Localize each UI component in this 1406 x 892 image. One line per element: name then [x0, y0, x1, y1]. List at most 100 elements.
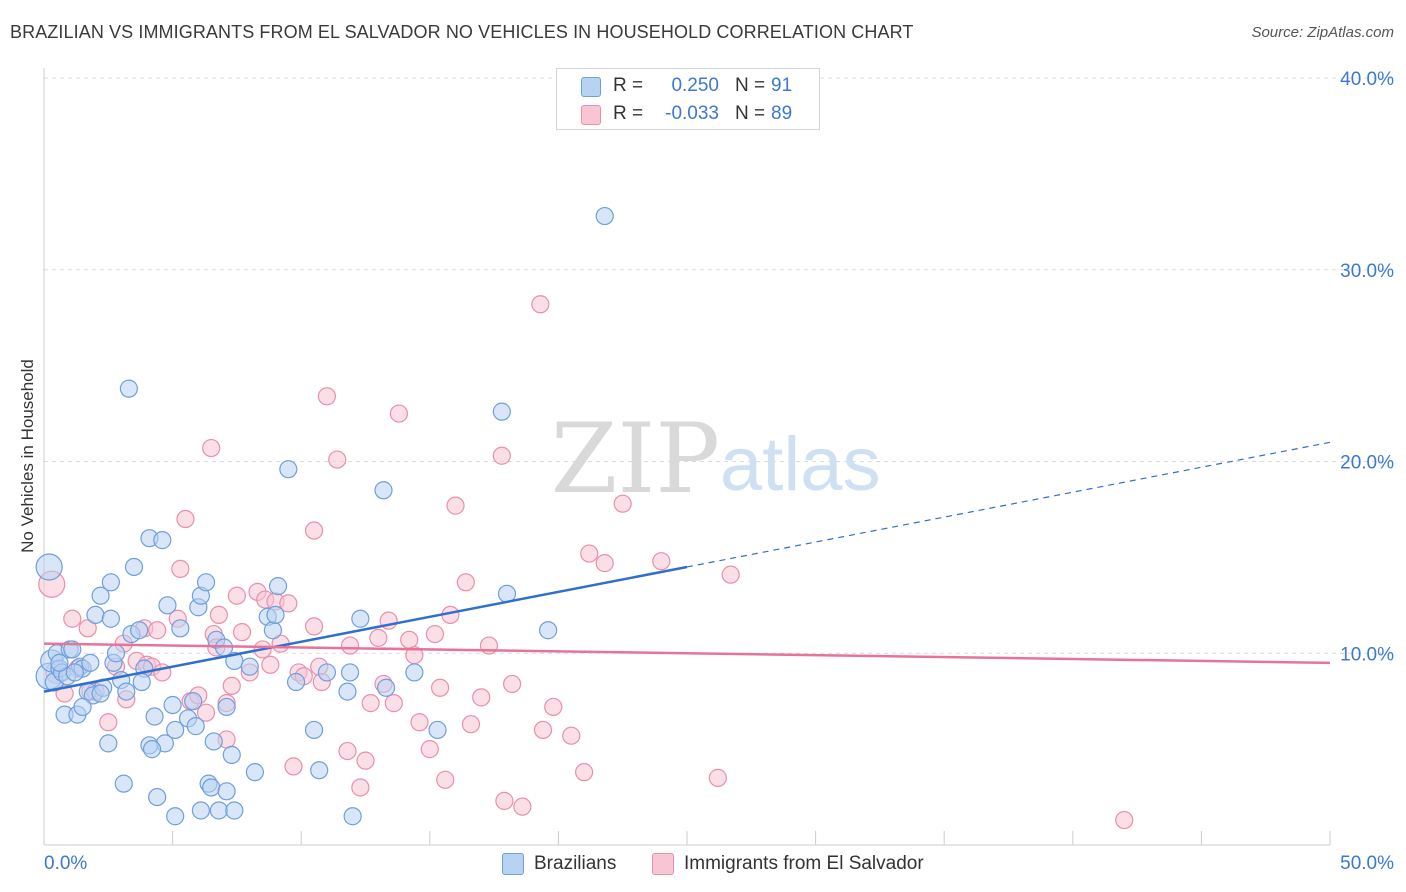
- data-point-el-salvador: [495, 791, 514, 810]
- y-tick-label: 40.0%: [1340, 69, 1394, 90]
- data-point-el-salvador: [369, 628, 388, 648]
- tick-labels: 10.0% 20.0% 30.0% 40.0% 0.0% 50.0%: [44, 69, 1394, 874]
- data-point-brazilian: [279, 460, 298, 479]
- data-point-brazilian: [196, 573, 216, 592]
- data-point-brazilian: [374, 481, 393, 500]
- data-point-el-salvador: [1115, 810, 1134, 830]
- data-point-brazilian: [148, 787, 167, 807]
- legend-n-value: 89: [771, 103, 793, 124]
- legend-row-el-salvador: R = -0.033 N = 89: [557, 101, 819, 127]
- data-point-el-salvador: [430, 678, 450, 697]
- data-point-el-salvador: [340, 636, 360, 655]
- data-point-brazilian: [65, 663, 84, 682]
- y-tick-label: 20.0%: [1340, 453, 1394, 474]
- data-point-brazilian: [73, 697, 92, 717]
- chart-title: BRAZILIAN VS IMMIGRANTS FROM EL SALVADOR…: [10, 22, 914, 42]
- data-point-el-salvador: [580, 544, 599, 563]
- bottom-legend-swatch-pink: [652, 853, 674, 875]
- data-point-el-salvador: [222, 676, 241, 695]
- data-point-brazilian: [145, 707, 164, 726]
- legend-n-value: 91: [771, 75, 793, 96]
- legend-row-brazilians: R = 0.250 N = 91: [557, 73, 819, 99]
- legend-r-label: R =: [613, 103, 644, 124]
- legend-swatch-blue: [581, 77, 601, 97]
- data-point-el-salvador: [531, 295, 550, 314]
- legend-n-label: N =: [735, 75, 766, 96]
- data-point-el-salvador: [202, 438, 221, 458]
- data-point-el-salvador: [261, 655, 280, 674]
- data-point-el-salvador: [503, 674, 522, 694]
- bottom-legend-swatch-blue: [502, 853, 524, 875]
- data-point-brazilian: [50, 653, 69, 672]
- data-point-brazilian: [263, 621, 283, 640]
- data-point-brazilian: [142, 740, 162, 759]
- data-point-el-salvador: [513, 797, 532, 816]
- data-point-brazilian: [304, 720, 324, 740]
- data-point-el-salvador: [425, 624, 445, 644]
- data-point-brazilian: [209, 801, 228, 820]
- data-point-brazilian: [86, 605, 105, 625]
- data-point-brazilian: [101, 609, 120, 628]
- watermark-zip: ZIP: [551, 403, 720, 515]
- data-point-brazilian: [130, 621, 149, 640]
- data-point-el-salvador: [410, 713, 429, 732]
- legend-swatch-pink: [581, 105, 601, 125]
- trend-line-el-salvador: [43, 642, 1331, 665]
- data-point-el-salvador: [99, 713, 118, 732]
- bottom-legend-el-salvador: Immigrants from El Salvador: [652, 853, 952, 877]
- data-point-brazilian: [539, 621, 558, 640]
- data-point-brazilian: [101, 573, 120, 592]
- data-point-brazilian: [376, 678, 396, 697]
- data-point-brazilian: [204, 732, 223, 751]
- points-brazilians: [35, 206, 614, 826]
- y-tick-label: 10.0%: [1340, 644, 1394, 665]
- data-point-brazilian: [310, 761, 329, 780]
- trend-lines: [43, 441, 1331, 693]
- data-point-brazilian: [492, 402, 511, 421]
- data-point-brazilian: [119, 379, 138, 398]
- data-point-brazilian: [428, 720, 447, 740]
- data-point-el-salvador: [389, 404, 409, 423]
- data-point-el-salvador: [456, 573, 475, 592]
- data-point-el-salvador: [338, 741, 357, 761]
- data-point-brazilian: [191, 801, 210, 820]
- data-point-el-salvador: [544, 697, 563, 717]
- data-point-brazilian: [240, 657, 259, 676]
- data-point-el-salvador: [351, 778, 370, 797]
- data-point-brazilian: [114, 774, 133, 793]
- data-point-el-salvador: [63, 609, 82, 628]
- data-point-brazilian: [171, 619, 190, 638]
- data-point-brazilian: [166, 807, 185, 826]
- data-point-el-salvador: [384, 694, 403, 713]
- data-point-el-salvador: [356, 751, 375, 770]
- data-point-el-salvador: [361, 694, 380, 713]
- data-point-el-salvador: [148, 621, 167, 640]
- x-tick-label: 50.0%: [1340, 853, 1394, 874]
- data-point-el-salvador: [472, 688, 491, 707]
- bottom-legend-label: Brazilians: [534, 853, 617, 874]
- x-tick-label: 0.0%: [44, 853, 87, 874]
- data-point-brazilian: [317, 663, 337, 682]
- data-point-brazilian: [217, 782, 236, 801]
- data-point-brazilian: [222, 745, 241, 764]
- data-point-brazilian: [202, 778, 221, 797]
- data-point-el-salvador: [78, 619, 97, 638]
- data-point-brazilian: [351, 609, 370, 628]
- data-point-el-salvador: [461, 715, 481, 734]
- data-point-el-salvador: [171, 559, 190, 578]
- bottom-legend-brazilians: Brazilians: [502, 853, 642, 877]
- data-point-el-salvador: [317, 387, 337, 406]
- data-point-el-salvador: [492, 446, 511, 465]
- data-point-el-salvador: [284, 757, 303, 776]
- data-point-brazilian: [286, 672, 306, 692]
- data-point-el-salvador: [652, 552, 671, 571]
- data-point-brazilian: [343, 807, 362, 826]
- data-point-el-salvador: [708, 768, 727, 787]
- data-point-brazilian: [338, 682, 357, 701]
- x-ticks: [43, 831, 1331, 845]
- data-point-brazilian: [595, 206, 614, 226]
- watermark: ZIP atlas: [551, 403, 881, 515]
- legend-r-label: R =: [613, 75, 644, 96]
- data-point-brazilian: [81, 653, 100, 672]
